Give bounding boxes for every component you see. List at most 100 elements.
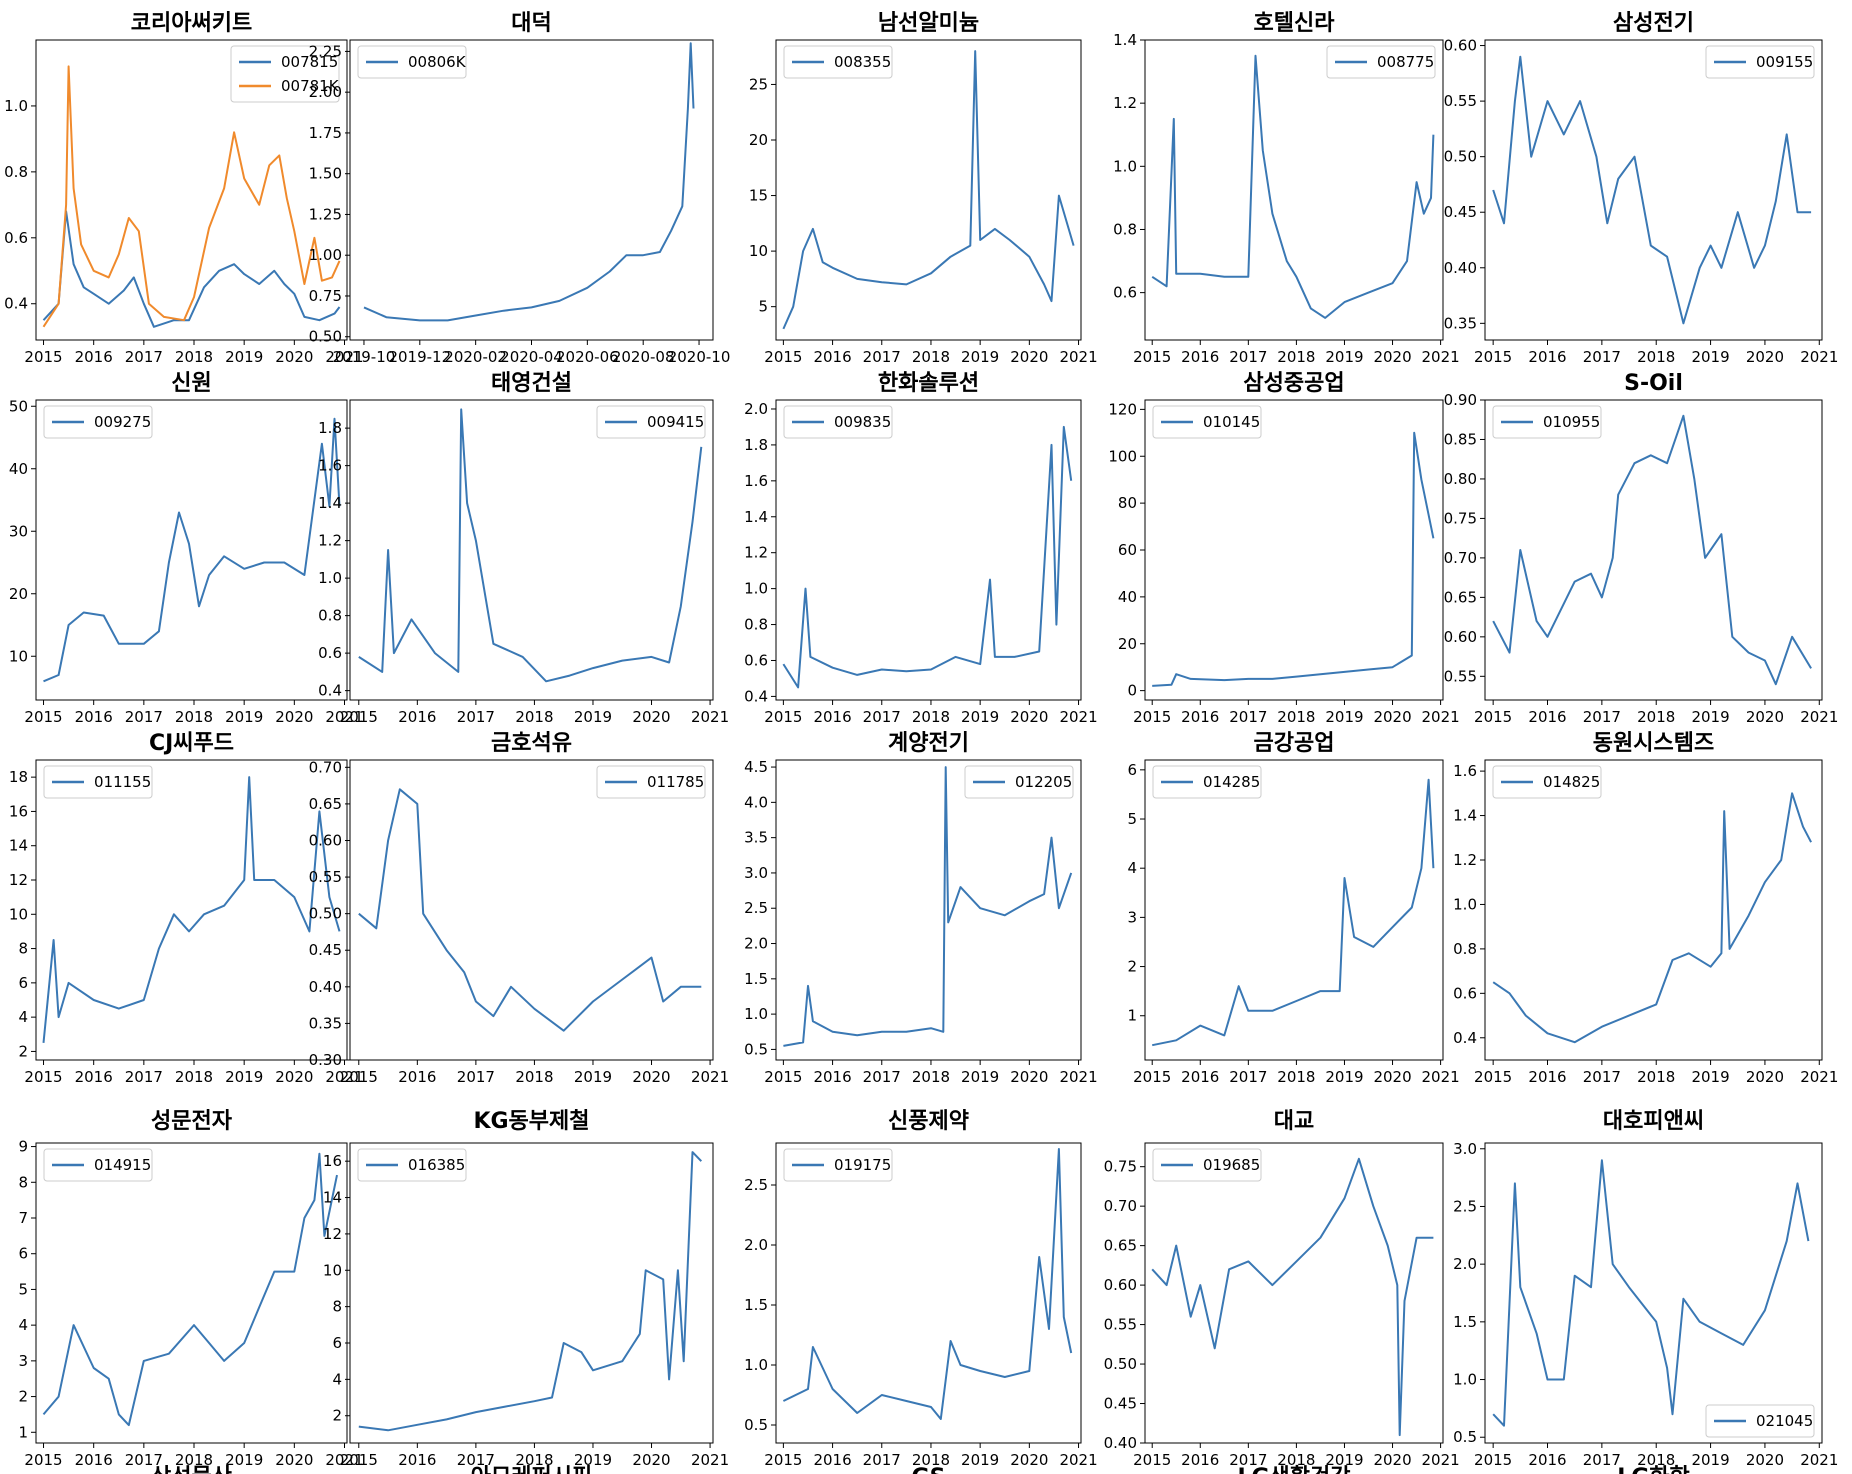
y-tick-label: 0.55 bbox=[309, 868, 342, 886]
x-tick-label: 2018 bbox=[912, 1451, 950, 1469]
y-tick-label: 1.2 bbox=[318, 532, 342, 550]
subplot-3: 호텔신라 0.6 0.8 1.0 1.2 1.4 2015 2016 2017 2018 2019 2… bbox=[1113, 11, 1460, 366]
y-tick-label: 0.8 bbox=[318, 607, 342, 625]
legend-label: 019175 bbox=[834, 1156, 891, 1174]
subplot-title: 대교 bbox=[1274, 1109, 1314, 1134]
x-tick-label: 2021 bbox=[1059, 1451, 1097, 1469]
y-tick-label: 4 bbox=[332, 1370, 342, 1388]
legend-label: 00781K bbox=[281, 77, 340, 95]
y-tick-label: 5 bbox=[18, 1280, 28, 1298]
series-line-019685 bbox=[1151, 1157, 1434, 1437]
x-tick-label: 2016 bbox=[1181, 1068, 1219, 1086]
y-tick-label: 1.4 bbox=[318, 494, 342, 512]
x-tick-label: 2017 bbox=[863, 1451, 901, 1469]
legend-label: 010955 bbox=[1543, 413, 1600, 431]
y-tick-label: 20 bbox=[749, 131, 768, 149]
y-tick-label: 0.55 bbox=[1104, 1316, 1137, 1334]
legend: 009275 bbox=[43, 405, 153, 439]
subplot-8: 삼성중공업 0 20 40 60 80 100 120 2015 2016 2017 2018 2019… bbox=[1108, 371, 1459, 726]
subplot-title: 동원시스템즈 bbox=[1593, 731, 1714, 756]
x-tick-label: 2019 bbox=[574, 1451, 612, 1469]
subplot-18: 대교 0.40 0.45 0.50 0.55 0.60 0.65 0.70 0.75 2015 20… bbox=[1104, 1109, 1460, 1469]
x-tick-label: 2021 bbox=[1059, 348, 1097, 366]
x-tick-label: 2018 bbox=[515, 1068, 553, 1086]
x-tick-label: 2019 bbox=[1691, 708, 1729, 726]
legend-label: 011785 bbox=[647, 773, 704, 791]
subplot-19: 대호피앤씨 0.5 1.0 1.5 2.0 2.5 3.0 2015 2016 2017 2018 2… bbox=[1453, 1109, 1838, 1469]
y-tick-label: 0.75 bbox=[1104, 1158, 1137, 1176]
subplot-11: 금호석유 0.30 0.35 0.40 0.45 0.50 0.55 0.60 0.65 0.70… bbox=[309, 731, 730, 1086]
subplot-0: 코리아써키트 0.4 0.6 0.8 1.0 2015 2016 2017 2018 2019 20… bbox=[4, 11, 363, 366]
x-tick-label: 2016 bbox=[813, 348, 851, 366]
legend: 014915 bbox=[43, 1148, 153, 1182]
x-tick-label: 2020 bbox=[632, 1068, 670, 1086]
legend-box bbox=[1492, 405, 1602, 439]
y-tick-label: 2.5 bbox=[744, 1176, 768, 1194]
x-tick-label: 2019 bbox=[574, 708, 612, 726]
axes-frame bbox=[35, 1142, 348, 1444]
y-tick-label: 50 bbox=[9, 397, 28, 415]
x-tick-label: 2018 bbox=[1637, 348, 1675, 366]
y-tick-label: 0.90 bbox=[1444, 391, 1477, 409]
x-tick-label: 2021 bbox=[325, 1068, 363, 1086]
x-tick-label: 2021 bbox=[691, 1068, 729, 1086]
y-tick-label: 16 bbox=[323, 1152, 342, 1170]
y-tick-label: 1.75 bbox=[309, 124, 342, 142]
y-tick-label: 2 bbox=[18, 1042, 28, 1060]
y-tick-label: 0.50 bbox=[1104, 1355, 1137, 1373]
x-tick-label: 2016 bbox=[1528, 708, 1566, 726]
legend-label: 014915 bbox=[94, 1156, 151, 1174]
legend-label: 00806K bbox=[408, 53, 467, 71]
y-tick-label: 2.0 bbox=[744, 935, 768, 953]
y-tick-label: 16 bbox=[9, 802, 28, 820]
y-tick-label: 1.25 bbox=[309, 205, 342, 223]
y-tick-label: 1.0 bbox=[1453, 1371, 1477, 1389]
x-tick-label: 2021 bbox=[1059, 708, 1097, 726]
y-tick-label: 1.0 bbox=[1453, 895, 1477, 913]
y-tick-label: 1.0 bbox=[4, 97, 28, 115]
x-tick-label: 2020-10 bbox=[668, 348, 731, 366]
series-line-008355 bbox=[782, 50, 1075, 330]
x-tick-label: 2020 bbox=[1373, 1451, 1411, 1469]
x-tick-label: 2021 bbox=[1800, 1068, 1838, 1086]
subplot-12: 계양전기 0.5 1.0 1.5 2.0 2.5 3.0 3.5 4.0 4.5 2015 2016 2… bbox=[744, 731, 1097, 1086]
series-line-011155 bbox=[42, 776, 341, 1043]
x-tick-label: 2015 bbox=[764, 348, 802, 366]
y-tick-label: 0.85 bbox=[1444, 430, 1477, 448]
y-tick-label: 1.6 bbox=[318, 457, 342, 475]
y-tick-label: 0.8 bbox=[1113, 220, 1137, 238]
legend-label: 009275 bbox=[94, 413, 151, 431]
y-tick-label: 5 bbox=[758, 298, 768, 316]
legend-box bbox=[596, 405, 706, 439]
subplot-title: 삼성전기 bbox=[1613, 11, 1694, 36]
x-tick-label: 2016 bbox=[398, 1068, 436, 1086]
x-tick-label: 2016 bbox=[1528, 1068, 1566, 1086]
x-tick-label: 2020 bbox=[275, 708, 313, 726]
series-line-010145 bbox=[1152, 431, 1435, 687]
x-tick-label: 2019 bbox=[961, 1068, 999, 1086]
x-tick-label: 2019 bbox=[1691, 1451, 1729, 1469]
y-tick-label: 1.2 bbox=[1453, 851, 1477, 869]
legend: 016385 bbox=[357, 1148, 467, 1182]
y-tick-label: 0.8 bbox=[744, 616, 768, 634]
series-line-011785 bbox=[358, 788, 702, 1032]
y-tick-label: 100 bbox=[1108, 447, 1137, 465]
legend-label: 019685 bbox=[1203, 1156, 1260, 1174]
y-tick-label: 8 bbox=[18, 940, 28, 958]
x-tick-label: 2020 bbox=[1010, 708, 1048, 726]
y-tick-label: 0.35 bbox=[309, 1014, 342, 1032]
subplot-title: CJ씨푸드 bbox=[149, 731, 234, 756]
x-tick-label: 2018 bbox=[912, 1068, 950, 1086]
y-tick-label: 1.2 bbox=[744, 544, 768, 562]
x-tick-label: 2021 bbox=[1422, 1068, 1460, 1086]
subplot-5: 신원 10 20 30 40 50 2015 2016 2017 2018 2019 2020 2021… bbox=[9, 371, 364, 726]
x-tick-label: 2020 bbox=[1373, 1068, 1411, 1086]
x-tick-label: 2020 bbox=[1010, 1068, 1048, 1086]
legend-box bbox=[783, 1148, 893, 1182]
y-tick-label: 4.0 bbox=[744, 793, 768, 811]
legend-label: 014285 bbox=[1203, 773, 1260, 791]
subplot-title: 호텔신라 bbox=[1254, 11, 1336, 36]
y-tick-label: 120 bbox=[1108, 400, 1137, 418]
y-tick-label: 0.65 bbox=[1104, 1237, 1137, 1255]
series-line-021045 bbox=[1492, 1159, 1810, 1427]
